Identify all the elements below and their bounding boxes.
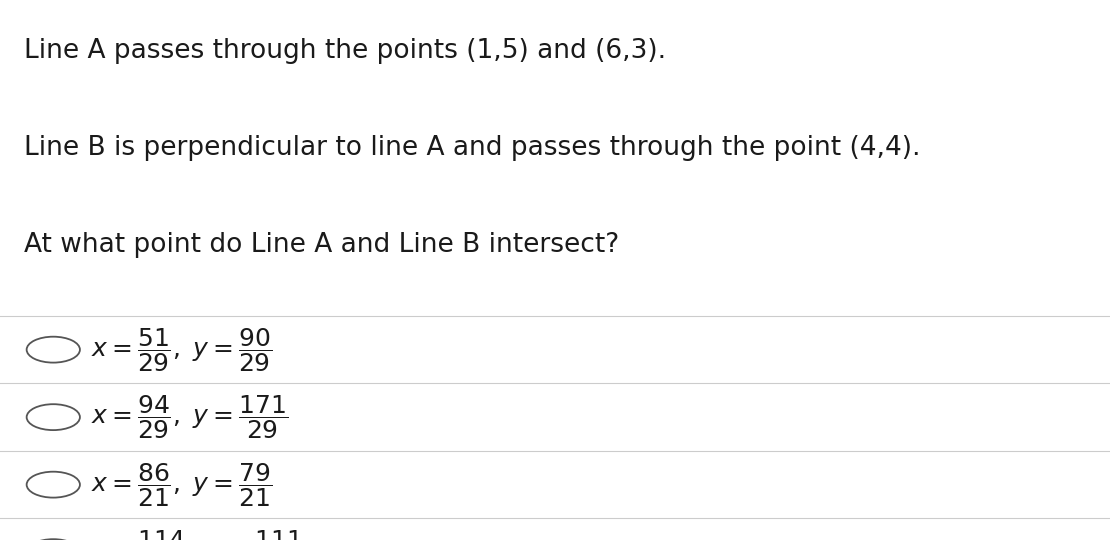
Text: $x = \dfrac{114}{29},\ y = \dfrac{111}{29}$: $x = \dfrac{114}{29},\ y = \dfrac{111}{2…: [91, 528, 304, 540]
Text: Line B is perpendicular to line A and passes through the point (4,4).: Line B is perpendicular to line A and pa…: [24, 135, 921, 161]
Text: $x = \dfrac{51}{29},\ y = \dfrac{90}{29}$: $x = \dfrac{51}{29},\ y = \dfrac{90}{29}…: [91, 326, 272, 374]
Text: At what point do Line A and Line B intersect?: At what point do Line A and Line B inter…: [24, 232, 619, 258]
Text: Line A passes through the points (1,5) and (6,3).: Line A passes through the points (1,5) a…: [24, 38, 666, 64]
Text: $x = \dfrac{94}{29},\ y = \dfrac{171}{29}$: $x = \dfrac{94}{29},\ y = \dfrac{171}{29…: [91, 393, 289, 441]
Text: $x = \dfrac{86}{21},\ y = \dfrac{79}{21}$: $x = \dfrac{86}{21},\ y = \dfrac{79}{21}…: [91, 461, 272, 509]
